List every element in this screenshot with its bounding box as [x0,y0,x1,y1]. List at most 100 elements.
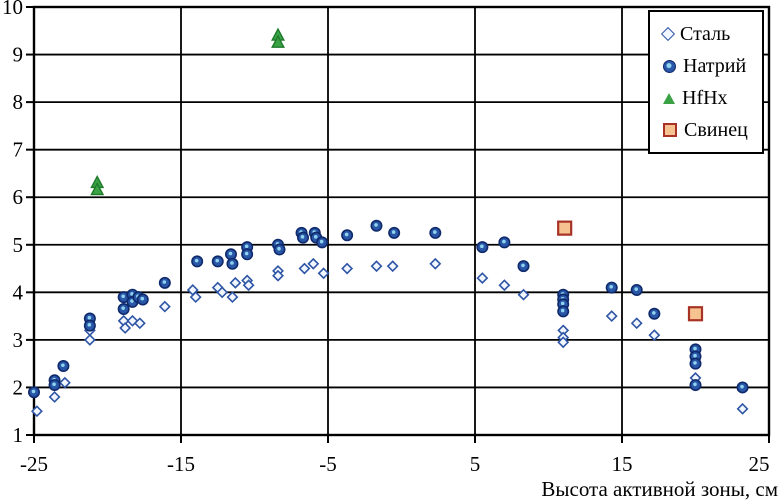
data-point-steel [386,260,399,273]
data-point-hfhx [90,182,105,196]
data-point-steel [133,317,146,330]
data-point-sodium-center [391,230,396,234]
data-point-sodium-center [130,299,134,303]
data-point-steel [48,391,61,403]
data-point-sodium-center [652,311,656,315]
data-point-sodium-center [215,258,220,263]
data-point-steel [226,291,239,304]
x-tick-label: 15 [612,452,633,476]
data-point-sodium-center [609,284,614,289]
data-point-sodium-center [344,232,349,237]
plot-border [32,5,771,437]
data-point-steel [317,267,330,280]
data-point-sodium-center [87,323,92,327]
x-axis-title: Высота активной зоны, см [541,477,778,501]
data-point-sodium-center [87,315,92,320]
legend-label-hfhx: HfHx [682,87,728,109]
filled-circle-icon [663,59,676,73]
data-point-steel [370,260,383,273]
y-tick-label: 10 [2,0,23,19]
y-tick-label: 8 [13,90,24,114]
open-diamond-icon [660,26,676,42]
data-point-sodium-center [244,244,249,249]
data-point-lead [557,220,573,236]
data-point-sodium-center [480,244,484,249]
data-point-sodium-center [228,251,233,256]
data-point-sodium-center [693,353,697,358]
filled-triangle-icon [663,92,675,104]
data-point-steel [557,336,570,349]
data-point-sodium-center [140,296,145,301]
data-point-sodium-center [560,308,565,313]
data-point-steel [242,279,255,292]
data-point-steel [517,288,530,301]
data-point-steel [648,329,661,342]
data-point-steel [119,322,132,334]
data-point-sodium-center [244,251,249,256]
legend-entry-steel: Сталь [660,23,762,45]
data-point-steel [158,300,171,313]
data-point-steel [229,276,242,289]
data-point-steel [429,257,442,270]
data-point-steel [216,286,229,299]
data-point-steel [307,257,320,270]
data-point-steel [605,310,618,323]
legend-label-lead: Свинец [684,119,748,141]
y-tick-label: 4 [13,280,24,304]
data-point-steel [272,269,284,282]
data-point-steel [31,405,43,418]
data-point-sodium-center [300,235,305,239]
data-point-sodium-center [313,235,318,239]
data-point-sodium-center [31,389,36,394]
data-point-steel [498,279,511,292]
data-point-sodium-center [277,246,281,251]
data-point-hfhx [271,34,285,48]
data-point-sodium-center [230,261,234,265]
data-point-sodium-center [61,363,65,368]
legend-entry-hfhx: HfHx [663,88,762,108]
y-tick-label: 3 [13,328,24,352]
y-tick-label: 5 [13,233,24,257]
data-point-sodium-center [693,361,697,365]
legend-label-sodium: Натрий [683,55,747,77]
data-point-sodium-center [52,382,56,387]
x-tick-label: -5 [319,452,337,476]
data-point-lead [687,306,704,322]
data-point-sodium-center [521,263,525,268]
data-point-sodium-center [374,223,378,227]
data-point-sodium-center [502,239,506,244]
data-point-steel [189,291,202,304]
data-point-steel [476,272,489,284]
y-tick-label: 9 [13,43,24,67]
legend: Сталь Натрий HfHx Свинец [648,10,764,154]
filled-square-icon [663,123,677,137]
data-point-steel [341,262,354,275]
data-point-sodium-center [693,382,697,387]
legend-entry-sodium: Натрий [663,56,762,76]
data-point-steel [83,333,96,346]
y-tick-label: 1 [13,423,24,447]
x-tick-label: 5 [470,452,481,476]
data-point-sodium-center [740,384,744,389]
data-point-sodium-center [162,280,167,284]
y-tick-label: 6 [13,185,24,209]
data-point-steel [630,317,643,330]
data-point-sodium-center [693,346,697,351]
x-tick-label: -15 [167,452,195,476]
data-point-sodium-center [319,239,324,244]
data-point-sodium-center [121,306,125,310]
data-point-sodium-center [121,294,125,299]
x-tick-label: 25 [749,452,770,476]
legend-label-steel: Сталь [680,23,731,45]
data-point-sodium-center [194,258,199,263]
x-tick-label: -25 [20,452,48,476]
data-point-steel [126,314,139,327]
y-tick-label: 7 [13,138,24,162]
data-point-sodium-center [634,287,638,291]
data-point-steel [298,262,311,275]
data-point-sodium-center [433,230,437,234]
y-tick-label: 2 [13,375,24,399]
legend-entry-lead: Свинец [663,120,762,140]
